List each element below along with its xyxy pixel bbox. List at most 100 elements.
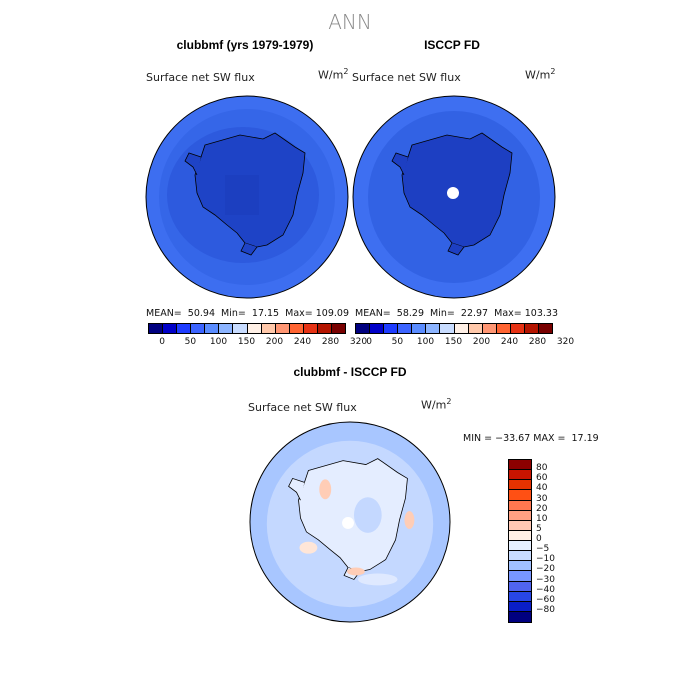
colorbar-tick-label: −5 xyxy=(536,544,550,555)
colorbar-tick-label: 200 xyxy=(472,337,491,347)
colorbar-tick-label: 200 xyxy=(265,337,284,347)
colorbar-tick-label: −60 xyxy=(536,594,555,605)
colorbar-tick-label: 150 xyxy=(444,337,463,347)
colorbar-tick-label: 0 xyxy=(366,337,373,347)
colorbar-swatch xyxy=(356,324,371,333)
colorbar-tick-label: 30 xyxy=(536,493,548,504)
colorbar-swatch xyxy=(509,571,531,582)
panel-3-map xyxy=(249,421,451,623)
colorbar-tick-label: −80 xyxy=(536,604,555,615)
colorbar-swatch xyxy=(509,541,531,552)
colorbar-swatch xyxy=(539,324,553,333)
colorbar-tick-label: 320 xyxy=(556,337,575,347)
colorbar-swatch xyxy=(426,324,441,333)
panel-3-title: clubbmf - ISCCP FD xyxy=(293,365,407,379)
colorbar-tick-label: 0 xyxy=(536,534,542,544)
colorbar-swatch xyxy=(384,324,399,333)
colorbar-tick-label: 100 xyxy=(416,337,435,347)
colorbar-tick-label: 10 xyxy=(536,513,548,524)
panel-1-colorbar-ticks: 0 50 100 150 200 240 280 320 xyxy=(148,337,367,349)
colorbar-tick-label: 50 xyxy=(184,337,197,347)
colorbar-tick-label: 0 xyxy=(159,337,166,347)
colorbar-swatch xyxy=(177,324,192,333)
colorbar-swatch xyxy=(509,510,531,521)
panel-1-colorbar xyxy=(148,323,346,334)
colorbar-swatch xyxy=(482,324,497,333)
panel-1-variable: Surface net SW flux xyxy=(146,71,255,84)
colorbar-swatch xyxy=(247,324,262,333)
colorbar-tick-label: 20 xyxy=(536,503,548,514)
light-band xyxy=(357,573,398,586)
pole-missing-data xyxy=(447,187,459,199)
colorbar-swatch xyxy=(509,591,531,602)
ross-sea-coast xyxy=(240,242,258,256)
colorbar-tick-label: 80 xyxy=(536,463,548,474)
colorbar-swatch xyxy=(370,324,385,333)
colorbar-tick-label: 280 xyxy=(321,337,340,347)
colorbar-swatch xyxy=(509,551,531,562)
colorbar-swatch xyxy=(261,324,276,333)
colorbar-tick-label: 100 xyxy=(209,337,228,347)
positive-anomaly-2 xyxy=(404,511,415,529)
colorbar-tick-label: 50 xyxy=(391,337,404,347)
panel-1-map xyxy=(145,95,349,299)
colorbar-tick-label: 5 xyxy=(536,523,542,534)
colorbar-tick-label: 240 xyxy=(500,337,519,347)
colorbar-swatch xyxy=(468,324,483,333)
positive-anomaly-3 xyxy=(347,567,365,576)
colorbar-swatch xyxy=(191,324,206,333)
colorbar-swatch xyxy=(510,324,525,333)
colorbar-swatch xyxy=(332,324,346,333)
colorbar-tick-label: 40 xyxy=(536,483,548,494)
colorbar-swatch xyxy=(205,324,220,333)
colorbar-tick-label: −30 xyxy=(536,574,555,585)
colorbar-swatch xyxy=(509,601,531,612)
interior-negative xyxy=(353,497,382,533)
diff-colorbar-ticks: 80 60 40 30 20 10 5 0 −5 −10 −20 −30 −40 −60 −80 xyxy=(536,459,576,621)
antarctic-peninsula xyxy=(288,477,305,501)
colorbar-swatch xyxy=(509,470,531,481)
colorbar-swatch xyxy=(219,324,234,333)
colorbar-swatch xyxy=(509,520,531,531)
colorbar-swatch xyxy=(317,324,333,333)
colorbar-tick-label: −40 xyxy=(536,584,555,595)
interior-low xyxy=(225,175,259,215)
colorbar-swatch xyxy=(454,324,469,333)
colorbar-swatch xyxy=(496,324,511,333)
panel-2-title: ISCCP FD xyxy=(424,38,480,52)
panel-3-units: W/m2 xyxy=(421,397,452,412)
colorbar-swatch xyxy=(509,460,531,471)
colorbar-swatch xyxy=(440,324,455,333)
colorbar-swatch xyxy=(233,324,248,333)
panel-3-stats: MIN = −33.67 MAX = 17.19 xyxy=(463,433,599,444)
panel-2-variable: Surface net SW flux xyxy=(352,71,461,84)
antarctic-peninsula xyxy=(184,152,202,176)
antarctic-peninsula xyxy=(391,152,409,176)
colorbar-swatch xyxy=(149,324,164,333)
ross-sea-coast xyxy=(447,242,465,256)
colorbar-swatch xyxy=(509,611,531,622)
panel-2-units: W/m2 xyxy=(525,67,556,82)
positive-anomaly-1 xyxy=(319,479,332,500)
panel-2-map xyxy=(352,95,556,299)
colorbar-swatch xyxy=(289,324,304,333)
colorbar-tick-label: 280 xyxy=(528,337,547,347)
colorbar-tick-label: 60 xyxy=(536,473,548,484)
panel-2-stats: MEAN= 58.29 Min= 22.97 Max= 103.33 xyxy=(355,308,558,319)
colorbar-tick-label: −20 xyxy=(536,564,555,575)
colorbar-swatch xyxy=(509,561,531,572)
diff-colorbar xyxy=(508,459,532,623)
colorbar-swatch xyxy=(303,324,318,333)
colorbar-tick-label: 320 xyxy=(349,337,368,347)
positive-anomaly-4 xyxy=(299,541,318,554)
colorbar-swatch xyxy=(398,324,413,333)
panel-1-stats: MEAN= 50.94 Min= 17.15 Max= 109.09 xyxy=(146,308,349,319)
panel-1-title: clubbmf (yrs 1979-1979) xyxy=(176,38,314,52)
colorbar-swatch xyxy=(412,324,427,333)
panel-3-variable: Surface net SW flux xyxy=(248,401,357,414)
colorbar-swatch xyxy=(509,490,531,501)
panel-2-colorbar xyxy=(355,323,553,334)
figure-title: ANN xyxy=(328,10,372,34)
colorbar-tick-label: 150 xyxy=(237,337,256,347)
colorbar-swatch xyxy=(163,324,178,333)
